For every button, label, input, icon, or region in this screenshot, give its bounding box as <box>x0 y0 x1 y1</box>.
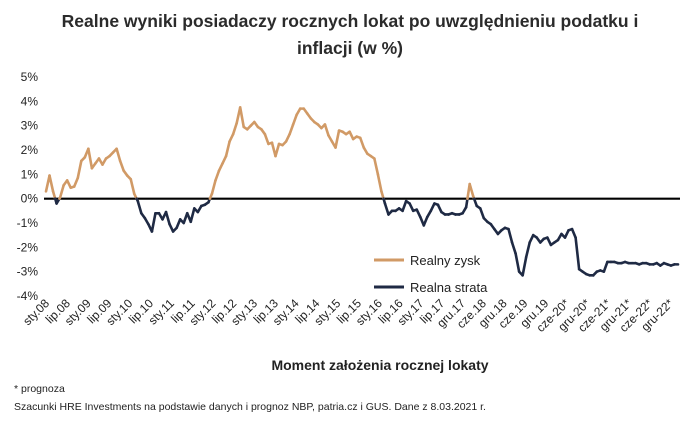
series-segment <box>129 177 136 196</box>
y-axis: 5% 4% 3% 2% 1% 0% -1% -2% -3% -4% <box>17 70 39 303</box>
y-tick-label: -3% <box>17 265 39 279</box>
series-segment <box>217 162 224 172</box>
series-segment <box>422 215 429 227</box>
series-segment <box>118 159 125 172</box>
y-tick-label: 4% <box>21 94 39 108</box>
series-segment <box>150 211 157 233</box>
series-segment <box>570 227 577 239</box>
series-segment <box>464 197 469 209</box>
y-tick-label: 3% <box>21 119 39 133</box>
y-tick-label: -4% <box>17 289 39 303</box>
y-tick-label: -2% <box>17 240 39 254</box>
series-segment <box>274 142 281 158</box>
series-segment <box>429 202 436 213</box>
series-segment <box>415 208 422 219</box>
series-segment <box>436 203 443 214</box>
y-tick-label: 5% <box>21 70 39 84</box>
series-segment <box>48 174 55 193</box>
series-segment <box>358 136 366 149</box>
y-tick-label: 0% <box>21 192 39 206</box>
series-segment <box>231 121 238 136</box>
chart-title: Realne wyniki posiadaczy rocznych lokat … <box>20 8 680 62</box>
footnote-source: Szacunki HRE Investments na podstawie da… <box>14 401 486 413</box>
series-line <box>44 106 680 277</box>
x-axis-label: Moment założenia rocznej lokaty <box>271 357 489 373</box>
series-segment <box>175 218 182 230</box>
series-segment <box>136 199 143 215</box>
chart-title-line2: inflacji (w %) <box>297 38 403 58</box>
footnote-forecast: * prognoza <box>14 383 65 395</box>
series-segment <box>514 252 521 273</box>
series-segment <box>376 173 383 193</box>
series-segment <box>334 129 341 149</box>
series-segment <box>224 140 231 158</box>
series-segment <box>228 132 235 143</box>
series-segment <box>115 147 122 163</box>
series-segment <box>164 210 171 226</box>
series-segment <box>401 199 408 213</box>
chart-title-line1: Realne wyniki posiadaczy rocznych lokat … <box>61 11 639 31</box>
series-segment <box>210 179 217 196</box>
series-segment <box>263 132 270 146</box>
series-segment <box>65 179 73 190</box>
y-tick-label: 1% <box>21 167 39 181</box>
series-segment <box>189 207 196 224</box>
series-segment <box>76 159 83 180</box>
series-segment <box>468 182 475 198</box>
series-segment <box>478 207 486 220</box>
series-segment <box>383 202 390 216</box>
series-segment <box>546 236 553 247</box>
series-segment <box>521 255 528 277</box>
legend: Realny zysk Realna strata <box>374 253 488 295</box>
x-axis: sty.08lip.08sty.09lip.09sty.10lip.10sty.… <box>20 296 676 335</box>
series-segment <box>507 227 514 244</box>
series-segment <box>87 147 94 170</box>
legend-label: Realna strata <box>410 280 488 295</box>
legend-label: Realny zysk <box>410 253 481 268</box>
series-segment <box>510 241 517 255</box>
y-tick-label: 2% <box>21 143 39 157</box>
series-segment <box>602 260 609 273</box>
series-segment <box>58 183 65 199</box>
series-segment <box>528 233 535 244</box>
series-segment <box>72 176 80 188</box>
series-segment <box>288 123 295 136</box>
series-segment <box>291 113 298 126</box>
series-segment <box>214 169 221 182</box>
y-tick-label: -1% <box>17 216 39 230</box>
series-segment <box>348 130 355 141</box>
series-segment <box>574 236 581 271</box>
series-segment <box>221 154 228 165</box>
series-segment <box>563 229 570 239</box>
series-segment <box>284 132 291 143</box>
series-segment <box>408 202 415 213</box>
series-segment <box>373 157 380 176</box>
series-segment <box>323 123 330 137</box>
series-segment <box>238 106 246 129</box>
series-segment <box>524 241 532 259</box>
